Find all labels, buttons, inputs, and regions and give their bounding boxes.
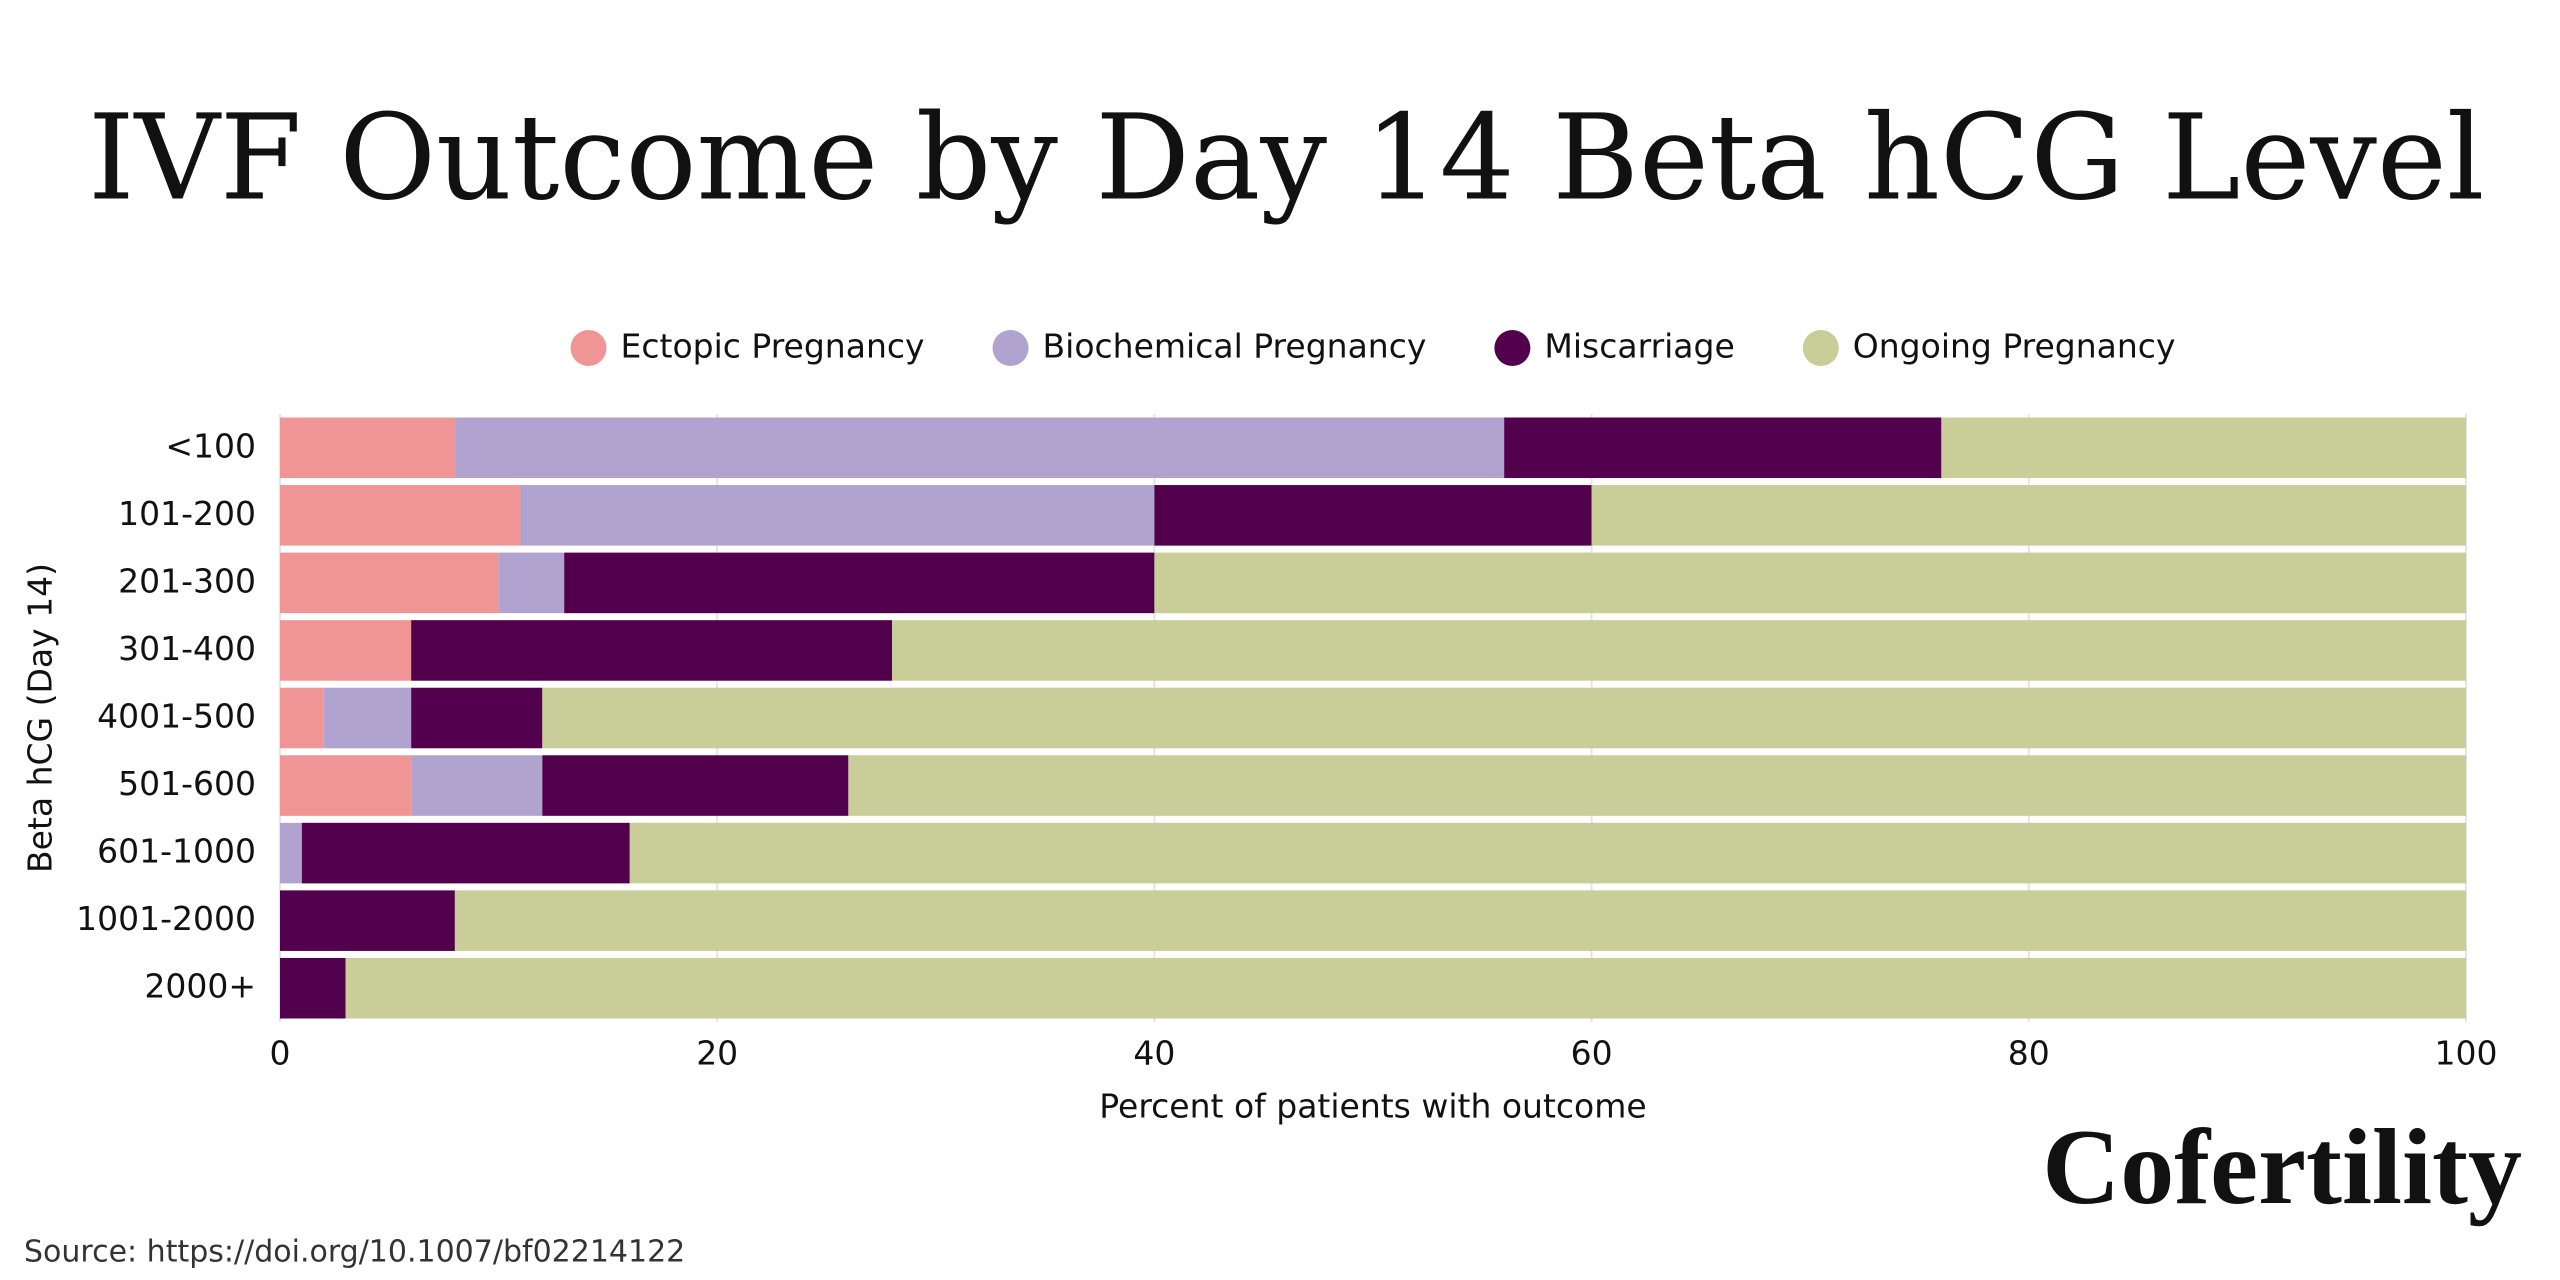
bar-segment (280, 552, 499, 614)
bar-segment (280, 620, 412, 681)
bar-segment (280, 417, 455, 479)
bar-segment (411, 687, 543, 749)
legend-label: Biochemical Pregnancy (1043, 327, 1427, 366)
bar-segment (1154, 485, 1592, 546)
y-tick-label: <100 (165, 426, 256, 465)
bar-segment (498, 552, 565, 614)
legend-label: Ectopic Pregnancy (621, 327, 925, 366)
y-tick-label: 201-300 (118, 561, 256, 600)
bar-segment (454, 890, 2466, 951)
y-tick-label: 4001-500 (97, 697, 256, 736)
bar-segment (280, 890, 455, 951)
bar-segment (564, 552, 1155, 614)
x-tick-label: 0 (270, 1034, 291, 1073)
chart-title: IVF Outcome by Day 14 Beta hCG Level (88, 89, 2485, 227)
y-tick-label: 1001-2000 (76, 899, 256, 938)
bar-segment (280, 755, 412, 816)
bar-segment (892, 620, 2466, 681)
y-tick-label: 2000+ (144, 967, 256, 1006)
legend-label: Miscarriage (1544, 327, 1734, 366)
bar-segment (454, 417, 1505, 479)
y-tick-label: 601-1000 (97, 832, 256, 871)
bar-segment (411, 620, 893, 681)
x-tick-label: 80 (2008, 1034, 2050, 1073)
y-tick-label: 301-400 (118, 629, 256, 668)
legend: Ectopic Pregnancy Biochemical Pregnancy Mi… (570, 327, 2176, 366)
legend-marker (992, 330, 1029, 366)
bar-segment (345, 957, 2466, 1019)
y-tick-label: 101-200 (118, 494, 256, 533)
x-tick-label: 60 (1571, 1034, 1613, 1073)
bar-segment (848, 755, 2466, 816)
bar-segment (1154, 552, 2466, 614)
bar-segment (411, 755, 543, 816)
legend-marker (1802, 330, 1839, 366)
y-axis-label: Beta hCG (Day 14) (21, 563, 60, 873)
x-tick-label: 100 (2435, 1034, 2498, 1073)
source-note: Source: https://doi.org/10.1007/bf022141… (24, 1235, 685, 1270)
x-axis-label: Percent of patients with outcome (1099, 1087, 1646, 1126)
bar-segment (542, 755, 849, 816)
bar-segment (280, 687, 324, 749)
bar-segment (280, 485, 521, 546)
legend-marker (1494, 330, 1531, 366)
brand-logo: Cofertility (2042, 1108, 2522, 1227)
bar-segment (323, 687, 412, 749)
legend-label: Ongoing Pregnancy (1853, 327, 2176, 366)
bar-segment (280, 957, 346, 1019)
bar-segment (542, 687, 2466, 749)
x-tick-label: 20 (696, 1034, 738, 1073)
bar-segment (1941, 417, 2466, 479)
y-tick-label: 501-600 (118, 764, 256, 803)
bar-segment (629, 822, 2466, 884)
x-tick-label: 40 (1133, 1034, 1175, 1073)
bar-segment (1591, 485, 2466, 546)
legend-marker (570, 330, 607, 366)
bar-segment (520, 485, 1155, 546)
bar-segment (280, 822, 302, 884)
bar-segment (301, 822, 630, 884)
bar-segment (1504, 417, 1942, 479)
